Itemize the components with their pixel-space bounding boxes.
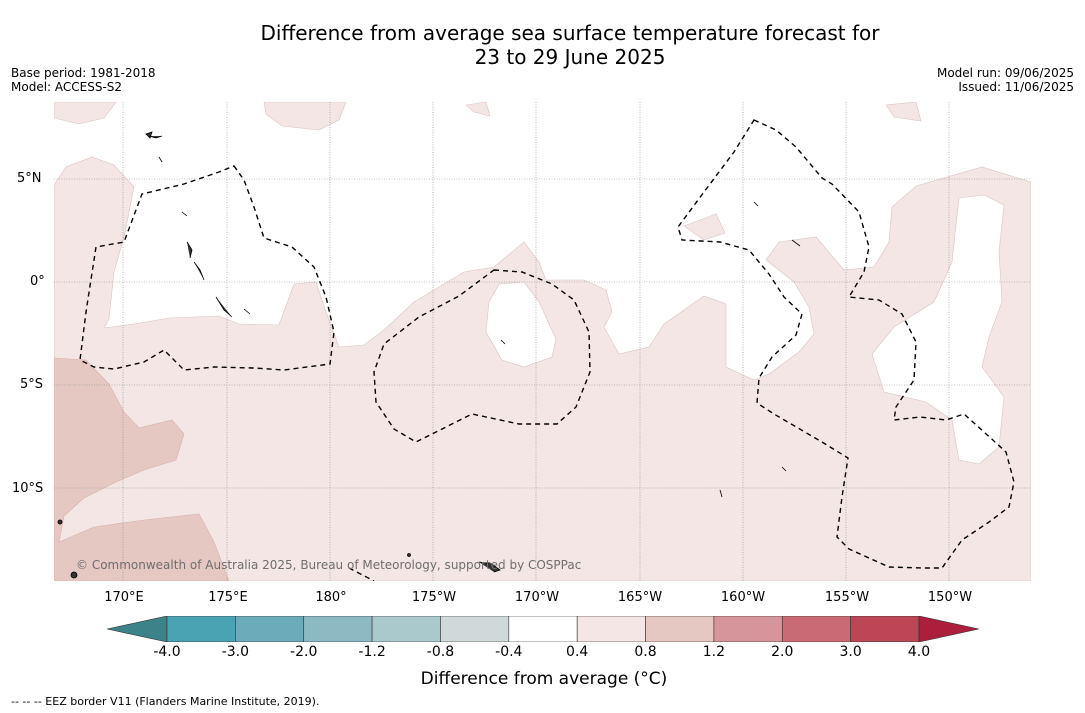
colorbar-bin (440, 616, 510, 642)
eez-footnote: -- -- -- EEZ border V11 (Flanders Marine… (11, 695, 320, 708)
anomaly-medium-region (54, 357, 230, 581)
colorbar-bin (508, 616, 578, 642)
model-name: Model: ACCESS-S2 (11, 80, 123, 94)
model-run: Model run: 09/06/2025 (936, 66, 1074, 80)
colorbar-tick: 4.0 (907, 644, 931, 660)
lon-label-170e: 170°E (104, 590, 144, 605)
lon-label-165w: 165°W (617, 590, 663, 605)
title-line-2: 23 to 29 June 2025 (474, 45, 666, 69)
anomaly-region-top-center (263, 102, 347, 131)
colorbar-bin (303, 616, 373, 642)
island-malden (791, 239, 801, 247)
island-samoa (478, 561, 501, 573)
lon-label-175w: 175°W (411, 590, 457, 605)
island-kanton (500, 339, 506, 345)
colorbar-bin (713, 616, 783, 642)
colorbar-bin (371, 616, 441, 642)
normal-range-holes (485, 194, 1005, 465)
eez-border-line-islands (677, 119, 1015, 569)
meta-left: Base period: 1981-2018 Model: ACCESS-S2 (11, 66, 156, 94)
eez-border-south-tail (348, 567, 375, 581)
colorbar-bin (918, 616, 979, 642)
neutral-hole-center (485, 281, 557, 368)
map-svg (54, 102, 1031, 581)
lon-label-150w: 150°W (927, 590, 973, 605)
colorbar-bin (166, 616, 236, 642)
colorbar-label: Difference from average (°C) (420, 669, 668, 689)
lon-label-180: 180° (315, 590, 347, 605)
lat-label-5n: 5°N (17, 171, 42, 186)
issued-date: Issued: 11/06/2025 (958, 80, 1074, 94)
colorbar-tick: -4.0 (153, 644, 181, 660)
island-nauru (243, 308, 251, 315)
colorbar-tick: 0.4 (566, 644, 589, 660)
island-tokelau-2 (57, 519, 63, 525)
lon-label-175e: 175°E (208, 590, 248, 605)
copyright-notice: © Commonwealth of Australia 2025, Bureau… (76, 558, 582, 572)
island-wallis (407, 553, 411, 557)
anomaly-region-top-right (885, 102, 922, 122)
islands (57, 131, 801, 579)
island-starbuck (781, 466, 787, 472)
island-tarawa (145, 131, 153, 139)
lat-label-5s: 5°S (20, 377, 44, 392)
chart-title: Difference from average sea surface temp… (0, 21, 1085, 69)
colorbar-tick: -3.0 (221, 644, 250, 660)
graticule (54, 102, 1031, 581)
colorbar-bin (645, 616, 715, 642)
anomaly-light-regions (54, 102, 1031, 581)
anomaly-region-main (54, 156, 1031, 581)
colorbar-bin (107, 616, 168, 642)
island-abaiang (158, 156, 163, 163)
colorbar-bins (107, 616, 979, 642)
island-tabiteuea (193, 261, 205, 281)
colorbar-tick: -2.0 (290, 644, 318, 660)
island-nonouti (186, 241, 193, 259)
colorbar-tick: 0.8 (634, 644, 657, 660)
anomaly-region-wedge (683, 213, 726, 241)
title-line-1: Difference from average sea surface temp… (260, 21, 880, 45)
colorbar-tick: 1.2 (702, 644, 726, 660)
colorbar-tick: 3.0 (839, 644, 862, 660)
colorbar-bin (576, 616, 646, 642)
eez-border-phoenix (373, 269, 591, 443)
island-penrhyn (719, 489, 723, 498)
island-butaritari (148, 135, 163, 139)
anomaly-region-top-left (54, 102, 117, 125)
base-period: Base period: 1981-2018 (11, 66, 156, 80)
island-marakei (181, 211, 188, 217)
island-jarvis (753, 201, 759, 207)
meta-right: Model run: 09/06/2025 Issued: 11/06/2025 (937, 66, 1074, 94)
sst-anomaly-map (54, 102, 1031, 581)
colorbar-bin (781, 616, 851, 642)
lat-label-0: 0° (30, 274, 45, 289)
anomaly-region-top-islet (465, 102, 491, 117)
colorbar-tick: -1.2 (358, 644, 386, 660)
lon-label-160w: 160°W (720, 590, 766, 605)
lon-label-170w: 170°W (514, 590, 560, 605)
eez-borders (79, 119, 1015, 581)
colorbar-bin (235, 616, 305, 642)
island-beru (215, 296, 233, 318)
lon-label-155w: 155°W (824, 590, 870, 605)
colorbar-bin (850, 616, 920, 642)
lat-label-10s: 10°S (12, 481, 44, 496)
colorbar (107, 616, 979, 642)
colorbar-tick: -0.8 (426, 644, 455, 660)
colorbar-tick: -0.4 (495, 644, 523, 660)
island-tokelau-1 (70, 571, 78, 579)
neutral-hole-east (871, 194, 1005, 465)
colorbar-tick: 2.0 (771, 644, 794, 660)
